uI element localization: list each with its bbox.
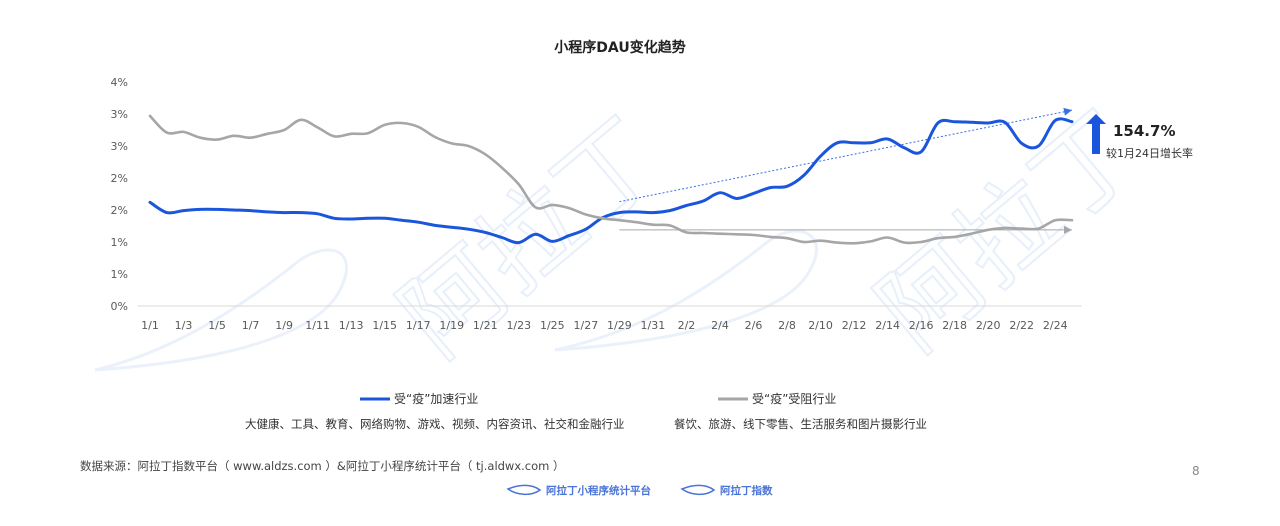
x-axis: 1/1 1/3 1/5 1/7 1/9 1/11 1/13 1/15 1/17 1/19 1/21 1…	[141, 319, 1067, 332]
x-tick-label: 2/22	[1009, 319, 1034, 332]
series-line	[148, 114, 1074, 245]
trend-arrowhead	[1064, 225, 1072, 234]
up-arrow-icon	[1086, 114, 1106, 154]
x-tick-label: 2/14	[875, 319, 900, 332]
x-tick-label: 2/18	[942, 319, 967, 332]
source-note: 数据来源：阿拉丁指数平台（ www.aldzs.com ）&阿拉丁小程序统计平台…	[80, 459, 565, 473]
y-tick-label: 3%	[111, 108, 128, 121]
x-tick-label: 1/21	[473, 319, 498, 332]
x-tick-label: 1/13	[339, 319, 364, 332]
y-tick-label: 2%	[111, 204, 128, 217]
x-tick-label: 1/19	[439, 319, 464, 332]
trend-arrowhead	[1063, 107, 1072, 116]
footer-logo-stats: 阿拉丁小程序统计平台	[546, 484, 651, 497]
watermark: 阿拉丁 阿拉丁	[94, 89, 1162, 380]
footer-logos: 阿拉丁小程序统计平台 阿拉丁指数	[506, 484, 773, 497]
y-tick-label: 1%	[111, 268, 128, 281]
watermark-swoosh-left	[94, 248, 348, 372]
legend-desc-hindered: 餐饮、旅游、线下零售、生活服务和图片摄影行业	[674, 417, 927, 431]
x-tick-label: 1/3	[175, 319, 193, 332]
x-tick-label: 1/1	[141, 319, 159, 332]
watermark-swoosh-right	[554, 229, 818, 352]
x-tick-label: 1/27	[574, 319, 599, 332]
x-tick-label: 1/23	[506, 319, 531, 332]
x-tick-label: 1/15	[372, 319, 397, 332]
logo-lamp-icon	[506, 484, 542, 496]
x-tick-label: 1/17	[406, 319, 431, 332]
logo-lamp-icon-2	[680, 484, 716, 496]
legend: 受“疫”加速行业 受“疫”受阻行业 大健康、工具、教育、网络购物、游戏、视频、内…	[245, 391, 927, 431]
x-tick-label: 2/16	[909, 319, 934, 332]
footer-logo-index: 阿拉丁指数	[720, 484, 773, 497]
watermark-text-left: 阿拉丁	[379, 97, 684, 379]
x-tick-label: 2/24	[1043, 319, 1068, 332]
legend-label-accelerated: 受“疫”加速行业	[394, 391, 478, 406]
x-tick-label: 2/4	[711, 319, 729, 332]
series-lines	[148, 114, 1074, 245]
legend-label-hindered: 受“疫”受阻行业	[752, 391, 836, 406]
x-tick-label: 2/6	[745, 319, 763, 332]
x-tick-label: 1/31	[641, 319, 666, 332]
growth-annotation: 154.7% 较1月24日增长率	[1086, 114, 1193, 160]
series-line	[148, 117, 1074, 245]
x-tick-label: 1/5	[208, 319, 226, 332]
y-tick-label: 4%	[111, 76, 128, 89]
growth-label: 较1月24日增长率	[1106, 146, 1193, 160]
x-tick-label: 1/29	[607, 319, 632, 332]
x-tick-label: 2/8	[778, 319, 796, 332]
x-tick-label: 1/11	[305, 319, 330, 332]
legend-desc-accelerated: 大健康、工具、教育、网络购物、游戏、视频、内容资讯、社交和金融行业	[245, 417, 625, 431]
chart-title: 小程序DAU变化趋势	[554, 39, 685, 56]
x-tick-label: 1/25	[540, 319, 565, 332]
growth-value: 154.7%	[1113, 122, 1175, 140]
trend-line	[619, 109, 1073, 203]
y-tick-label: 2%	[111, 172, 128, 185]
y-axis: 0% 1% 1% 2% 2% 3% 3% 4%	[111, 76, 128, 313]
y-tick-label: 3%	[111, 140, 128, 153]
x-tick-label: 2/12	[842, 319, 867, 332]
x-tick-label: 1/7	[242, 319, 260, 332]
page-number: 8	[1192, 464, 1200, 478]
y-tick-label: 1%	[111, 236, 128, 249]
x-tick-label: 2/2	[678, 319, 696, 332]
x-tick-label: 2/10	[808, 319, 833, 332]
x-tick-label: 2/20	[976, 319, 1001, 332]
x-tick-label: 1/9	[275, 319, 293, 332]
y-tick-label: 0%	[111, 300, 128, 313]
